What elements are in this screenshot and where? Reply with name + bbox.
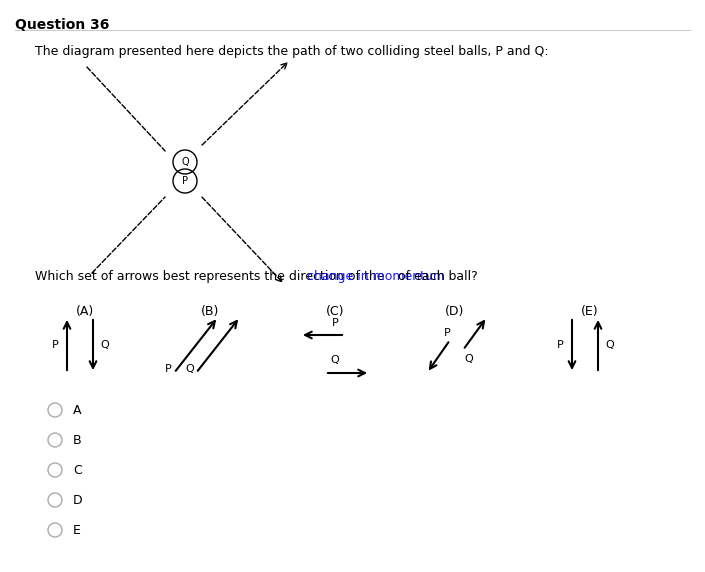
- Text: Q: Q: [181, 157, 189, 167]
- Text: Which set of arrows best represents the direction of the: Which set of arrows best represents the …: [35, 270, 388, 283]
- Text: (B): (B): [201, 305, 219, 318]
- Text: C: C: [73, 463, 82, 476]
- Text: (E): (E): [581, 305, 599, 318]
- Text: (C): (C): [326, 305, 344, 318]
- Text: B: B: [73, 434, 82, 447]
- Text: (D): (D): [446, 305, 465, 318]
- Text: P: P: [182, 176, 188, 186]
- Text: Q: Q: [465, 354, 473, 364]
- Text: Q: Q: [101, 340, 109, 350]
- Text: Q: Q: [185, 364, 195, 374]
- Text: A: A: [73, 403, 82, 416]
- Text: P: P: [331, 318, 338, 328]
- Text: P: P: [51, 340, 59, 350]
- Text: D: D: [73, 494, 82, 506]
- Text: The diagram presented here depicts the path of two colliding steel balls, P and : The diagram presented here depicts the p…: [35, 45, 548, 58]
- Text: P: P: [443, 328, 450, 338]
- Text: change in momentum: change in momentum: [307, 270, 445, 283]
- Text: Q: Q: [331, 355, 339, 365]
- Text: Question 36: Question 36: [15, 18, 109, 32]
- Text: of each ball?: of each ball?: [394, 270, 478, 283]
- Text: P: P: [165, 364, 171, 374]
- Text: E: E: [73, 523, 81, 537]
- Text: (A): (A): [76, 305, 94, 318]
- Text: Q: Q: [606, 340, 614, 350]
- Text: P: P: [557, 340, 563, 350]
